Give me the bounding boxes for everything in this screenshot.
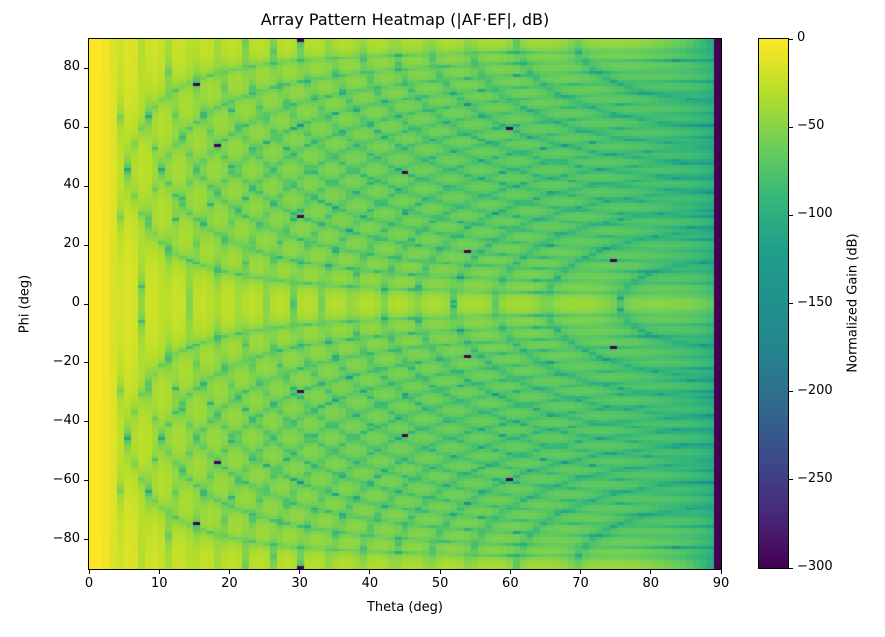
y-tick-mark — [84, 244, 88, 246]
colorbar-tick-mark — [789, 567, 793, 569]
x-tick-label: 90 — [712, 576, 730, 591]
x-tick-mark — [299, 570, 301, 574]
x-tick-label: 50 — [431, 576, 449, 591]
colorbar-tick-mark — [789, 391, 793, 393]
x-tick-mark — [158, 570, 160, 574]
y-tick-mark — [84, 421, 88, 423]
x-tick-label: 70 — [572, 576, 589, 591]
colorbar-tick-label: −200 — [797, 382, 833, 398]
colorbar-tick-label: −100 — [797, 206, 833, 222]
y-tick-mark — [84, 362, 88, 364]
x-tick-mark — [439, 570, 441, 574]
x-tick-label: 0 — [84, 576, 94, 591]
x-tick-label: 30 — [291, 576, 308, 591]
colorbar-tick-label: 0 — [797, 30, 806, 45]
y-tick-mark — [84, 67, 88, 69]
colorbar-tick-label: −250 — [797, 470, 833, 486]
colorbar-tick-mark — [789, 214, 793, 216]
y-tick-mark — [84, 480, 88, 482]
colorbar-tick-label: −300 — [797, 559, 833, 574]
y-tick-label: −80 — [52, 530, 80, 546]
x-tick-label: 10 — [150, 576, 168, 591]
chart-title: Array Pattern Heatmap (|AF·EF|, dB) — [260, 10, 550, 29]
y-tick-label: 80 — [63, 59, 80, 75]
y-tick-label: 0 — [71, 295, 80, 310]
x-tick-mark — [369, 570, 371, 574]
colorbar-tick-label: −150 — [797, 294, 833, 310]
x-tick-mark — [88, 570, 90, 574]
y-tick-label: 60 — [63, 118, 80, 134]
y-tick-mark — [84, 539, 88, 541]
x-tick-label: 60 — [502, 576, 519, 591]
y-tick-label: −20 — [52, 353, 80, 369]
x-tick-mark — [580, 570, 582, 574]
colorbar-tick-mark — [789, 126, 793, 128]
y-tick-label: −40 — [52, 412, 80, 428]
y-tick-label: 40 — [63, 177, 80, 193]
colorbar-tick-mark — [789, 479, 793, 481]
colorbar — [758, 38, 789, 569]
colorbar-tick-mark — [789, 38, 793, 40]
y-tick-label: 20 — [63, 236, 80, 252]
colorbar-tick-mark — [789, 303, 793, 304]
heatmap-canvas — [89, 39, 721, 569]
y-axis-label: Phi (deg) — [17, 274, 33, 334]
colorbar-tick-label: −50 — [797, 118, 825, 134]
x-tick-mark — [228, 570, 230, 574]
y-tick-label: −60 — [52, 471, 80, 487]
colorbar-canvas — [759, 39, 788, 568]
x-tick-mark — [720, 570, 722, 574]
y-tick-mark — [84, 126, 88, 128]
x-tick-label: 40 — [361, 576, 379, 591]
y-tick-mark — [84, 185, 88, 187]
x-tick-label: 20 — [221, 576, 238, 591]
x-tick-mark — [650, 570, 652, 574]
plot-area — [88, 38, 722, 570]
y-tick-mark — [84, 303, 88, 305]
x-axis-label: Theta (deg) — [366, 600, 444, 615]
x-tick-mark — [509, 570, 511, 574]
x-tick-label: 80 — [642, 576, 660, 591]
